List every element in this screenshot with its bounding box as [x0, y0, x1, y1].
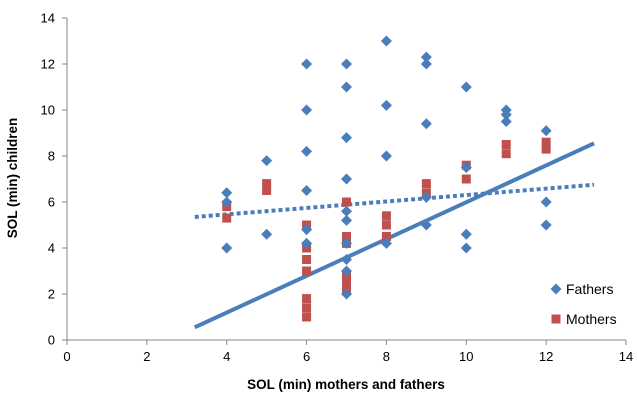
data-point-fathers: [380, 35, 392, 47]
data-point-fathers: [341, 81, 352, 93]
y-tick-label: 14: [41, 11, 55, 26]
data-point-mothers: [381, 211, 391, 221]
data-point-fathers: [301, 58, 313, 70]
data-point-fathers: [540, 196, 552, 208]
y-tick-label: 6: [48, 195, 55, 210]
trendline-mothers: [193, 141, 595, 330]
data-point-fathers: [420, 58, 432, 70]
x-tick-label: 0: [63, 349, 70, 364]
data-point-fathers: [341, 237, 352, 249]
data-point-mothers: [342, 232, 351, 241]
trendline-fathers: [194, 182, 595, 219]
data-point-fathers: [301, 224, 313, 236]
y-tick-label: 12: [41, 57, 55, 72]
x-tick-label: 14: [619, 349, 633, 364]
data-point-fathers: [261, 155, 273, 167]
axes: 0 2 4 6 8 10 12 14 0 2 4 6 8 10 12 14: [41, 11, 634, 365]
data-points: [221, 35, 552, 322]
data-point-mothers: [262, 186, 272, 195]
y-tick-label: 10: [41, 103, 55, 118]
x-tick-label: 12: [539, 349, 553, 364]
data-point-fathers: [420, 219, 432, 231]
data-point-mothers: [302, 266, 312, 276]
data-point-mothers: [381, 232, 391, 241]
data-point-fathers: [221, 242, 233, 254]
x-tick-label: 8: [383, 349, 390, 364]
data-point-fathers: [341, 288, 352, 300]
data-point-fathers: [500, 116, 512, 127]
axis-labels: SOL (min) mothers and fathers SOL (min) …: [5, 118, 445, 392]
legend: Fathers Mothers: [550, 281, 617, 327]
data-point-mothers: [461, 174, 471, 184]
x-axis-title: SOL (min) mothers and fathers: [247, 377, 445, 392]
x-tick-label: 4: [223, 349, 230, 364]
data-point-fathers: [261, 228, 273, 240]
y-tick-label: 2: [48, 287, 55, 302]
y-tick-label: 4: [48, 241, 55, 256]
data-point-fathers: [460, 228, 472, 240]
data-point-fathers: [341, 132, 352, 144]
data-point-fathers: [221, 187, 233, 199]
data-point-fathers: [221, 196, 233, 208]
trendlines: [193, 141, 595, 330]
data-point-fathers: [301, 237, 313, 249]
data-point-fathers: [380, 99, 392, 111]
data-point-fathers: [460, 242, 472, 254]
data-point-mothers: [302, 303, 312, 313]
data-point-mothers: [302, 294, 312, 304]
data-point-fathers: [380, 237, 392, 249]
data-point-mothers: [302, 255, 312, 264]
legend-marker-fathers: [550, 283, 562, 295]
data-point-mothers: [501, 140, 511, 149]
data-point-fathers: [460, 162, 472, 173]
data-point-fathers: [341, 58, 352, 70]
data-point-fathers: [341, 254, 352, 265]
data-point-mothers: [421, 179, 431, 189]
data-point-fathers: [301, 104, 313, 116]
data-point-mothers: [381, 220, 391, 230]
data-point-mothers: [541, 137, 551, 147]
data-point-fathers: [341, 265, 352, 277]
y-tick-label: 8: [48, 149, 55, 164]
data-point-fathers: [341, 205, 352, 217]
data-point-fathers: [301, 185, 313, 196]
data-point-fathers: [540, 125, 552, 137]
x-tick-label: 10: [459, 349, 473, 364]
data-point-mothers: [222, 213, 232, 223]
data-point-mothers: [302, 312, 312, 322]
data-point-fathers: [301, 145, 313, 157]
data-point-mothers: [262, 179, 272, 189]
data-point-fathers: [500, 109, 512, 121]
data-point-mothers: [501, 149, 511, 159]
data-point-mothers: [342, 278, 351, 287]
data-point-fathers: [380, 150, 392, 162]
data-point-fathers: [420, 51, 432, 63]
legend-marker-mothers: [551, 314, 561, 324]
x-tick-label: 2: [143, 349, 150, 364]
x-tick-label: 6: [303, 349, 310, 364]
y-axis-title: SOL (min) children: [5, 118, 20, 239]
data-point-fathers: [341, 173, 352, 185]
data-point-mothers: [541, 144, 551, 154]
legend-label-mothers: Mothers: [566, 311, 617, 327]
data-point-fathers: [341, 214, 352, 226]
data-point-fathers: [540, 219, 552, 231]
data-point-mothers: [342, 197, 351, 207]
legend-label-fathers: Fathers: [566, 281, 613, 297]
data-point-fathers: [420, 118, 432, 130]
y-tick-label: 0: [48, 333, 55, 348]
data-point-fathers: [420, 191, 432, 203]
data-point-fathers: [460, 81, 472, 93]
